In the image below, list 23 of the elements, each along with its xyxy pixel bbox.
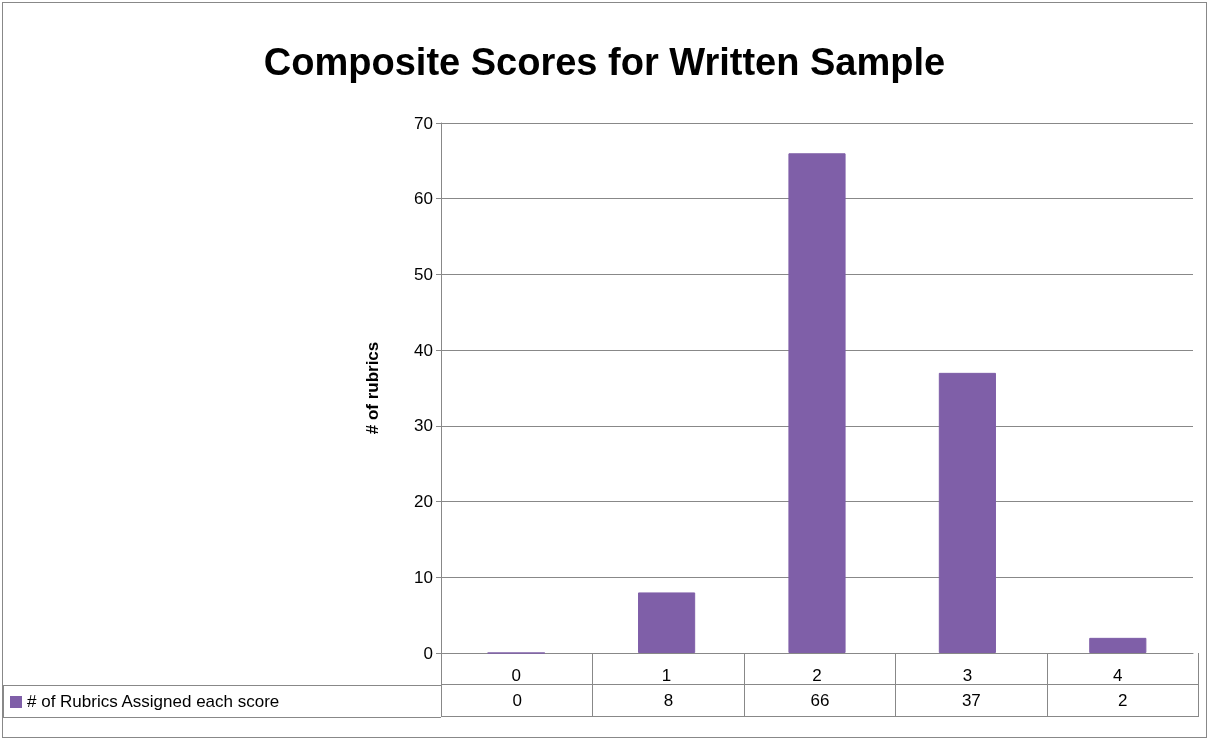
x-tick-label: 3 bbox=[962, 666, 973, 685]
x-tick-label: 4 bbox=[1113, 666, 1123, 685]
y-tick-label: 30 bbox=[414, 416, 433, 436]
chart-title: Composite Scores for Written Sample bbox=[263, 41, 946, 83]
bar bbox=[1089, 637, 1147, 653]
x-tick-label: 0 bbox=[511, 666, 521, 685]
y-tick-label: 50 bbox=[414, 264, 433, 284]
y-axis-title: # of rubrics bbox=[363, 341, 382, 435]
legend-label: # of Rubrics Assigned each score bbox=[3, 685, 441, 718]
y-tick-label: 20 bbox=[414, 492, 433, 512]
y-tick-label: 10 bbox=[414, 567, 433, 587]
data-label: 37 bbox=[895, 684, 1048, 717]
y-tick-label: 0 bbox=[423, 643, 433, 663]
y-tick-label: 70 bbox=[414, 113, 433, 133]
data-label: 66 bbox=[744, 684, 896, 717]
y-tick-label: 60 bbox=[414, 189, 433, 209]
bar bbox=[788, 153, 846, 653]
y-tick-label: 40 bbox=[414, 340, 433, 360]
bar bbox=[938, 372, 996, 653]
x-tick-label: 1 bbox=[661, 666, 672, 685]
x-tick-label: 2 bbox=[812, 666, 822, 685]
data-label: 8 bbox=[592, 684, 745, 717]
bar bbox=[638, 592, 696, 653]
